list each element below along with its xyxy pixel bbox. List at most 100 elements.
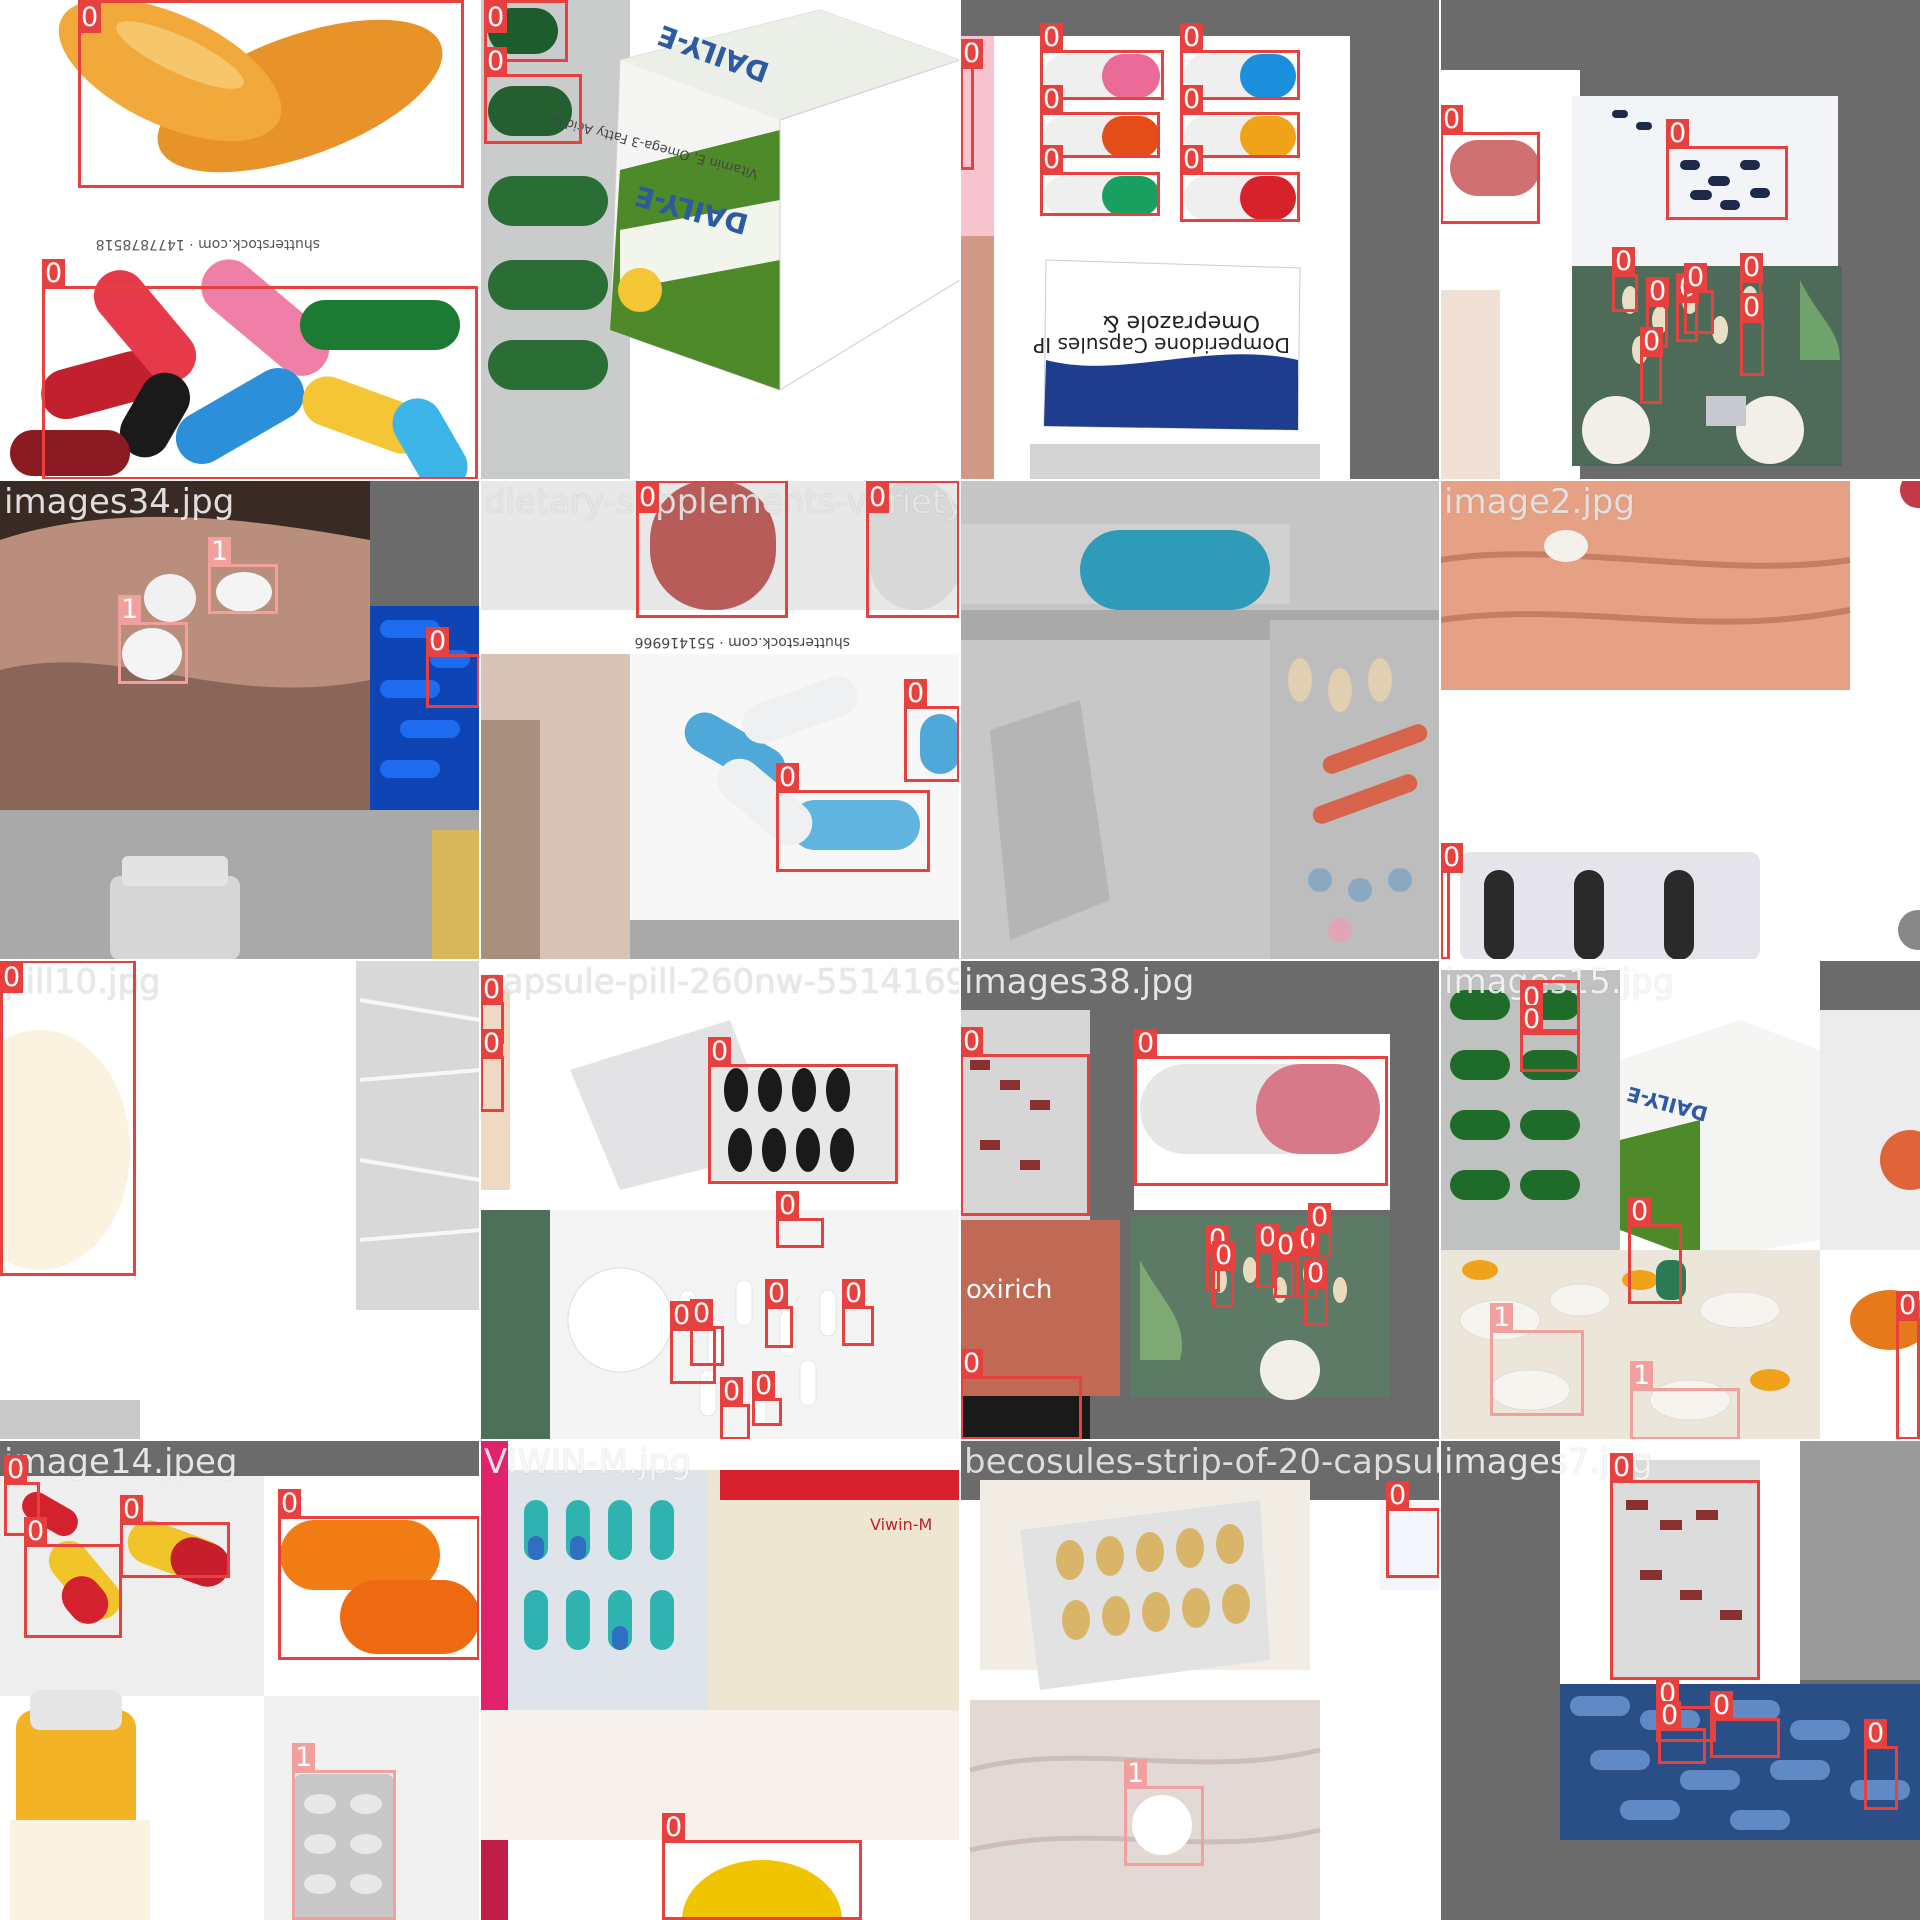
detection-box: 0 xyxy=(720,1377,750,1440)
tile-15-photo xyxy=(960,1440,1440,1920)
svg-text:Omeprazole &: Omeprazole & xyxy=(1102,310,1260,335)
detection-box: 0 xyxy=(426,627,480,708)
detection-class-label: 0 xyxy=(960,39,984,69)
detection-box: 0 xyxy=(0,960,136,1276)
detection-class-label: 1 xyxy=(1124,1759,1148,1789)
detection-class-label: 0 xyxy=(426,627,450,657)
tile-2-photo: DAILY-E DAILY-E Vitamin E, Omega-3 Fatty… xyxy=(480,0,960,480)
detection-class-label: 0 xyxy=(1612,247,1636,277)
tile-5-filename: images34.jpg xyxy=(4,482,235,522)
detection-box: 0 xyxy=(866,480,960,618)
detection-class-label: 0 xyxy=(1864,1719,1888,1749)
detection-box: 0 xyxy=(1658,1701,1706,1764)
detection-box: 0 xyxy=(960,39,984,170)
tile-13: image14.jpeg 0 0 0 0 1 xyxy=(0,1440,480,1920)
detection-class-label: 0 xyxy=(960,1027,984,1057)
tile-16-photo xyxy=(1440,1440,1920,1920)
detection-class-label: 0 xyxy=(24,1517,48,1547)
detection-class-label: 0 xyxy=(1180,23,1204,53)
detection-box: 0 xyxy=(708,1037,898,1184)
tile-15-filename: becosules-strip-of-20-capsules-2-1664467… xyxy=(964,1442,1440,1482)
detection-class-label: 0 xyxy=(42,259,66,289)
detection-box: 0 xyxy=(1304,1259,1328,1326)
detection-box: 0 xyxy=(904,679,960,782)
detection-box: 0 xyxy=(662,1813,862,1920)
detection-class-label: 0 xyxy=(1710,1691,1734,1721)
tile-11-photo: oxirich xyxy=(960,960,1440,1440)
detection-class-label: 0 xyxy=(1520,1005,1544,1035)
detection-box: 0 xyxy=(278,1489,480,1660)
detection-class-label: 0 xyxy=(670,1301,694,1331)
tile-7-photo xyxy=(960,480,1440,960)
tile-3: Omeprazole & Domperidone Capsules IP 0 0 0… xyxy=(960,0,1440,480)
detection-box: 0 xyxy=(1710,1691,1780,1758)
detection-box: 0 xyxy=(1684,263,1714,334)
detection-box: 0 xyxy=(960,1349,1082,1440)
tile-9: pill10.jpg 0 xyxy=(0,960,480,1440)
detection-box: 1 xyxy=(1124,1759,1204,1866)
detection-class-label: 0 xyxy=(765,1279,789,1309)
tile-5: images34.jpg 1 1 0 xyxy=(0,480,480,960)
svg-text:shutterstock.com · 551416966: shutterstock.com · 551416966 xyxy=(635,634,851,650)
detection-class-label: 0 xyxy=(480,1029,504,1059)
detection-class-label: 0 xyxy=(480,975,504,1005)
detection-box: 0 xyxy=(1308,1203,1332,1258)
detection-box: 0 xyxy=(1520,1005,1580,1072)
detection-class-label: 0 xyxy=(120,1495,144,1525)
detection-class-label: 0 xyxy=(4,1455,28,1485)
detection-class-label: 0 xyxy=(1308,1203,1332,1233)
tile-1: shutterstock.com · 1477878518 0 0 xyxy=(0,0,480,480)
detection-class-label: 0 xyxy=(662,1813,686,1843)
detection-box: 0 xyxy=(1612,247,1638,312)
tile-8-filename: image2.jpg xyxy=(1444,482,1635,522)
detection-class-label: 0 xyxy=(904,679,928,709)
detection-class-label: 0 xyxy=(1040,85,1064,115)
detection-class-label: 1 xyxy=(208,537,232,567)
detection-box: 0 xyxy=(842,1279,874,1346)
detection-class-label: 0 xyxy=(1640,327,1664,357)
svg-text:Domperidone Capsules IP: Domperidone Capsules IP xyxy=(1033,333,1290,357)
svg-text:shutterstock.com · 1477878518: shutterstock.com · 1477878518 xyxy=(96,236,320,252)
detection-class-label: 0 xyxy=(842,1279,866,1309)
detection-box: 0 xyxy=(776,763,930,872)
detection-box: 0 xyxy=(78,0,464,188)
detection-class-label: 0 xyxy=(1274,1231,1298,1261)
detection-box: 0 xyxy=(4,1455,40,1536)
detection-box: 0 xyxy=(670,1301,716,1384)
tile-8-photo xyxy=(1440,480,1920,960)
detection-box: 1 xyxy=(118,595,188,684)
detection-box: 0 xyxy=(1040,145,1160,216)
detection-box: 0 xyxy=(1040,23,1164,100)
detection-box: 0 xyxy=(1180,145,1300,222)
detection-class-label: 0 xyxy=(1212,1241,1236,1271)
detection-class-label: 0 xyxy=(866,483,890,513)
detection-box: 0 xyxy=(1274,1231,1298,1298)
detection-class-label: 0 xyxy=(776,1191,800,1221)
detection-box: 0 xyxy=(765,1279,793,1348)
detection-box: 0 xyxy=(1628,1197,1682,1304)
detection-class-label: 1 xyxy=(292,1743,316,1773)
detection-box: 0 xyxy=(1740,293,1764,376)
detection-box: 0 xyxy=(776,1191,824,1248)
tile-11-filename: images38.jpg xyxy=(964,962,1195,1002)
detection-box: 0 xyxy=(1610,1453,1760,1680)
detection-class-label: 0 xyxy=(1740,293,1764,323)
detection-class-label: 0 xyxy=(0,963,24,993)
detection-class-label: 1 xyxy=(118,595,142,625)
detection-class-label: 1 xyxy=(1490,1303,1514,1333)
detection-box: 0 xyxy=(1640,327,1664,404)
detection-class-label: 0 xyxy=(484,3,508,33)
detection-box: 1 xyxy=(1630,1361,1740,1440)
detection-box: 0 xyxy=(1440,843,1464,960)
detection-box: 0 xyxy=(24,1517,122,1638)
tile-6-photo: shutterstock.com · 551416966 xyxy=(480,480,960,960)
detection-box: 0 xyxy=(1212,1241,1236,1308)
detection-class-label: 0 xyxy=(752,1371,776,1401)
detection-class-label: 0 xyxy=(1740,253,1764,283)
grid-line-v2 xyxy=(959,0,961,1920)
detection-class-label: 0 xyxy=(484,47,508,77)
detection-box: 0 xyxy=(636,480,788,618)
